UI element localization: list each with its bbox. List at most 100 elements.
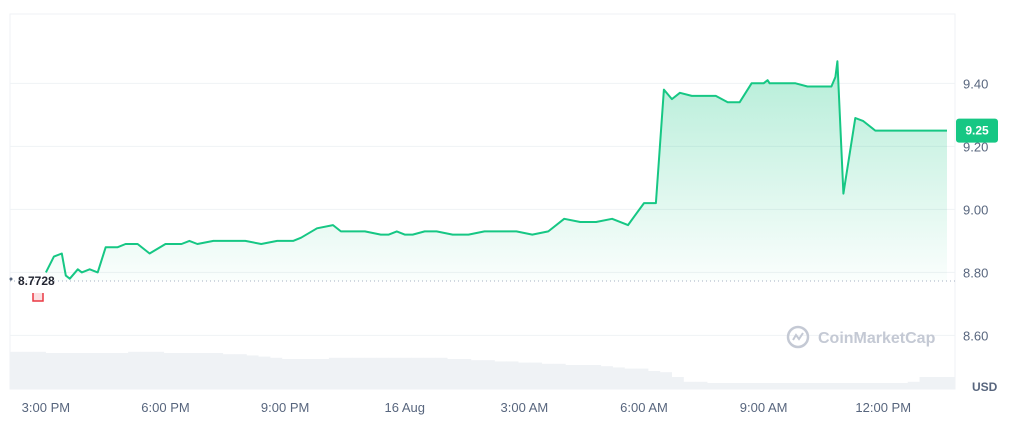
volume-bar xyxy=(21,351,35,389)
y-tick-label: 8.60 xyxy=(963,328,988,343)
volume-bar xyxy=(447,359,460,389)
price-line xyxy=(45,60,947,280)
volume-bar xyxy=(199,353,212,389)
y-tick-label: 8.80 xyxy=(963,265,988,280)
volume-bar xyxy=(470,360,483,389)
volume-bar xyxy=(352,357,365,389)
currency-label: USD xyxy=(972,380,998,394)
volume-bar xyxy=(600,366,613,389)
volume-bar xyxy=(258,356,271,389)
volume-bar xyxy=(269,357,283,389)
watermark: CoinMarketCap xyxy=(786,325,936,349)
volume-bar xyxy=(848,383,861,389)
volume-bar xyxy=(907,381,921,389)
x-tick-label: 6:00 AM xyxy=(620,400,668,415)
volume-bar xyxy=(836,383,850,389)
volume-bar xyxy=(565,365,578,389)
volume-bar xyxy=(931,377,944,389)
volume-bar xyxy=(388,357,401,389)
volume-bar xyxy=(895,383,909,389)
volume-bar xyxy=(813,383,826,389)
y-tick-label: 9.00 xyxy=(963,202,988,217)
volume-bar xyxy=(139,351,153,389)
volume-bar xyxy=(825,383,838,389)
volume-bar xyxy=(754,383,767,389)
x-tick-label: 9:00 PM xyxy=(261,400,309,415)
volume-bar xyxy=(553,363,566,389)
volume-bar xyxy=(328,357,342,389)
volume-bar xyxy=(683,381,696,389)
volume-bar xyxy=(435,357,448,389)
y-tick-label: 9.40 xyxy=(963,76,988,91)
volume-bar xyxy=(517,362,531,389)
volume-bar xyxy=(624,368,637,389)
volume-bar xyxy=(612,367,625,389)
volume-bar xyxy=(116,353,129,389)
volume-bar xyxy=(423,357,436,389)
x-tick-label: 3:00 AM xyxy=(501,400,549,415)
volume-bar xyxy=(69,353,82,389)
y-axis: 8.60 8.80 9.00 9.20 9.40 xyxy=(963,76,988,343)
volume-bar xyxy=(718,383,732,389)
volume-bar xyxy=(293,359,306,389)
volume-bar xyxy=(943,377,956,389)
volume-bar xyxy=(411,357,424,389)
volume-bar xyxy=(317,359,330,389)
volume-bar xyxy=(777,383,791,389)
coinmarketcap-logo-icon xyxy=(786,325,810,349)
volume-bar xyxy=(506,361,519,389)
volume-bar xyxy=(659,372,672,389)
volume-bar xyxy=(529,362,543,389)
volume-bar xyxy=(919,377,932,389)
volume-bar xyxy=(695,381,708,389)
volume-bar xyxy=(187,353,200,389)
volume-bar xyxy=(636,368,649,389)
volume-bars xyxy=(10,351,956,389)
volume-bar xyxy=(246,355,259,389)
volume-bar xyxy=(281,359,294,389)
volume-bar xyxy=(163,353,176,389)
volume-bar xyxy=(577,365,590,389)
volume-bar xyxy=(222,354,235,389)
volume-bar xyxy=(647,371,661,389)
volume-bar xyxy=(340,357,354,389)
x-tick-label: 3:00 PM xyxy=(22,400,70,415)
volume-bar xyxy=(364,357,377,389)
reference-line: 8.7728 xyxy=(9,274,955,302)
down-marker xyxy=(32,292,44,302)
x-tick-label: 9:00 AM xyxy=(740,400,788,415)
volume-bar xyxy=(151,351,165,389)
volume-bar xyxy=(766,383,779,389)
volume-bar xyxy=(671,377,684,389)
price-area-fill xyxy=(45,61,948,281)
volume-bar xyxy=(872,383,885,389)
current-price-badge xyxy=(956,118,998,143)
volume-bar xyxy=(45,353,58,389)
price-series-line xyxy=(45,60,947,280)
volume-bar xyxy=(10,351,23,389)
y-tick-label: 9.20 xyxy=(963,139,988,154)
volume-bar xyxy=(305,359,318,389)
volume-bar xyxy=(789,383,802,389)
volume-bar xyxy=(482,360,495,389)
current-price-badge-group: 9.25 xyxy=(956,118,998,143)
x-axis: 3:00 PM 6:00 PM 9:00 PM 16 Aug 3:00 AM 6:00 A… xyxy=(22,400,911,415)
volume-bar xyxy=(399,357,413,389)
volume-bar xyxy=(80,353,94,389)
volume-bar xyxy=(128,351,141,389)
x-tick-label: 16 Aug xyxy=(384,400,425,415)
volume-bar xyxy=(458,359,472,389)
volume-bar xyxy=(376,357,389,389)
current-price-label: 9.25 xyxy=(965,124,989,138)
volume-bar xyxy=(175,353,188,389)
volume-bar xyxy=(730,383,743,389)
volume-bar xyxy=(57,353,70,389)
volume-bar xyxy=(884,383,897,389)
volume-bar xyxy=(541,363,554,389)
volume-bar xyxy=(234,354,247,389)
volume-bar xyxy=(706,383,720,389)
watermark-text: CoinMarketCap xyxy=(818,330,936,347)
volume-bar xyxy=(860,383,873,389)
x-tick-label: 6:00 PM xyxy=(141,400,189,415)
